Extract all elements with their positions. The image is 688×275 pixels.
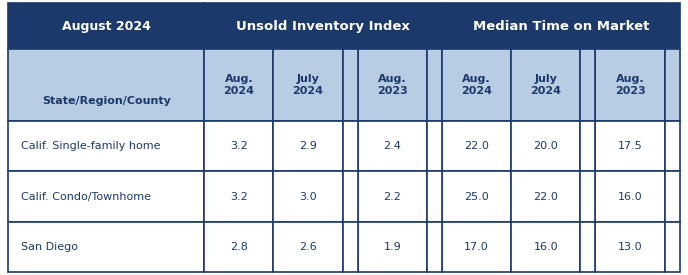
- Text: Unsold Inventory Index: Unsold Inventory Index: [236, 20, 410, 33]
- Text: 20.0: 20.0: [533, 141, 558, 152]
- Text: Aug.
2023: Aug. 2023: [614, 74, 645, 96]
- Text: 16.0: 16.0: [533, 242, 558, 252]
- Bar: [274, 121, 343, 172]
- Bar: [358, 121, 427, 172]
- Bar: [8, 172, 204, 222]
- Bar: [8, 49, 204, 121]
- Bar: [581, 121, 596, 172]
- Bar: [596, 172, 665, 222]
- Bar: [358, 49, 427, 121]
- Bar: [204, 172, 274, 222]
- Text: 17.0: 17.0: [464, 242, 489, 252]
- Text: 2.6: 2.6: [299, 242, 317, 252]
- Text: Median Time on Market: Median Time on Market: [473, 20, 649, 33]
- Bar: [596, 49, 665, 121]
- Bar: [8, 222, 204, 272]
- Bar: [427, 121, 442, 172]
- Text: 2.9: 2.9: [299, 141, 317, 152]
- Text: Aug.
2024: Aug. 2024: [224, 74, 255, 96]
- Bar: [343, 222, 358, 272]
- Bar: [343, 121, 358, 172]
- Bar: [511, 172, 581, 222]
- Bar: [665, 222, 680, 272]
- Bar: [8, 121, 204, 172]
- Bar: [343, 49, 358, 121]
- Bar: [442, 121, 511, 172]
- Bar: [274, 49, 343, 121]
- Bar: [274, 172, 343, 222]
- Bar: [358, 222, 427, 272]
- Text: 2.4: 2.4: [383, 141, 401, 152]
- Text: 2.8: 2.8: [230, 242, 248, 252]
- Bar: [511, 49, 581, 121]
- Bar: [343, 172, 358, 222]
- Text: 13.0: 13.0: [618, 242, 643, 252]
- Text: 3.2: 3.2: [230, 192, 248, 202]
- Bar: [427, 49, 442, 121]
- Bar: [511, 222, 581, 272]
- Bar: [204, 49, 274, 121]
- Bar: [511, 121, 581, 172]
- Text: 16.0: 16.0: [618, 192, 643, 202]
- Bar: [665, 172, 680, 222]
- Bar: [8, 3, 204, 49]
- Bar: [581, 172, 596, 222]
- Bar: [204, 222, 274, 272]
- Bar: [358, 172, 427, 222]
- Text: August 2024: August 2024: [62, 20, 151, 33]
- Text: 2.2: 2.2: [383, 192, 401, 202]
- Text: 3.2: 3.2: [230, 141, 248, 152]
- Bar: [442, 222, 511, 272]
- Text: 22.0: 22.0: [533, 192, 558, 202]
- Bar: [596, 121, 665, 172]
- Text: Aug.
2024: Aug. 2024: [461, 74, 492, 96]
- Text: Calif. Single-family home: Calif. Single-family home: [21, 141, 160, 152]
- Text: 22.0: 22.0: [464, 141, 489, 152]
- Bar: [596, 222, 665, 272]
- Bar: [581, 222, 596, 272]
- Text: State/Region/County: State/Region/County: [42, 96, 171, 106]
- Bar: [581, 49, 596, 121]
- Bar: [427, 172, 442, 222]
- Text: San Diego: San Diego: [21, 242, 78, 252]
- Bar: [427, 222, 442, 272]
- Text: 1.9: 1.9: [383, 242, 401, 252]
- Bar: [665, 121, 680, 172]
- Bar: [204, 3, 442, 49]
- Bar: [204, 121, 274, 172]
- Bar: [665, 49, 680, 121]
- Text: Calif. Condo/Townhome: Calif. Condo/Townhome: [21, 192, 151, 202]
- Bar: [442, 3, 680, 49]
- Bar: [442, 172, 511, 222]
- Text: 25.0: 25.0: [464, 192, 489, 202]
- Text: July
2024: July 2024: [530, 74, 561, 96]
- Text: 17.5: 17.5: [618, 141, 643, 152]
- Bar: [274, 222, 343, 272]
- Text: 3.0: 3.0: [299, 192, 317, 202]
- Text: July
2024: July 2024: [292, 74, 323, 96]
- Bar: [442, 49, 511, 121]
- Text: Aug.
2023: Aug. 2023: [377, 74, 408, 96]
